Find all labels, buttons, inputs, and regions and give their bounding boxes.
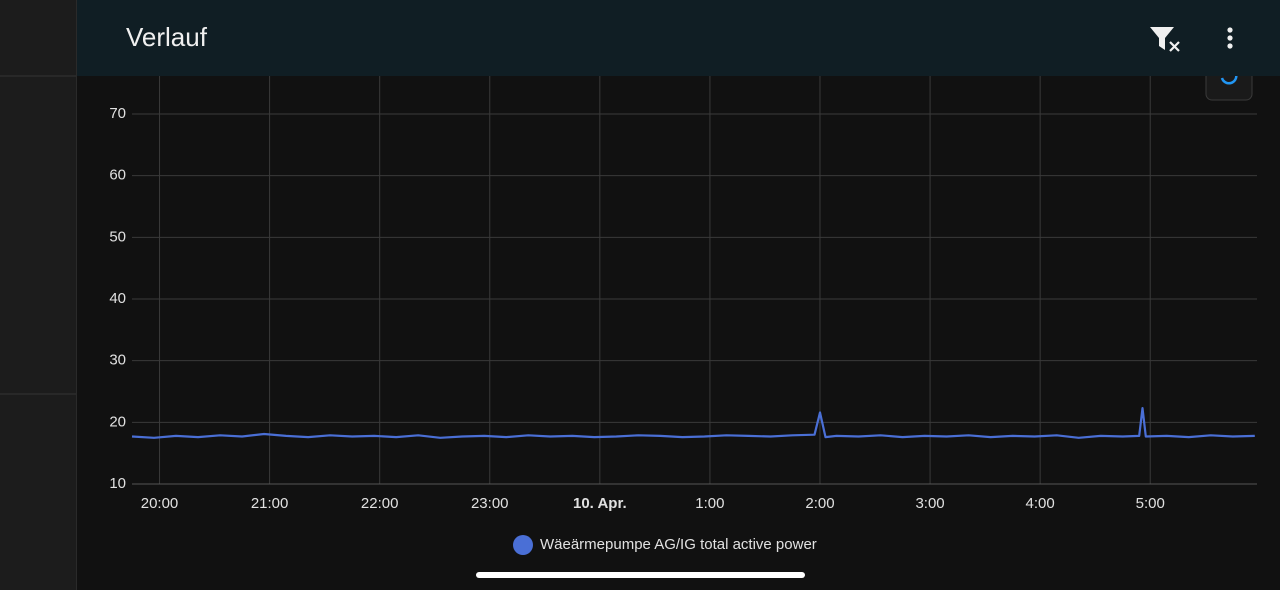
y-tick-label: 10 [109, 475, 126, 492]
clear-filter-icon[interactable] [1150, 27, 1180, 52]
plot: 10 20 30 40 50 60 70 20:00 21:00 22:00 23:00 10. Ap… [109, 76, 1257, 555]
x-tick-label: 10. Apr. [573, 495, 627, 512]
home-indicator [476, 572, 805, 578]
x-tick-label: 5:00 [1136, 495, 1165, 512]
x-tick-label: 2:00 [805, 495, 834, 512]
x-tick-label: 20:00 [141, 495, 179, 512]
y-tick-label: 30 [109, 352, 126, 369]
y-tick-label: 50 [109, 228, 126, 245]
x-tick-label: 4:00 [1026, 495, 1055, 512]
y-tick-label: 70 [109, 105, 126, 122]
y-tick-label: 20 [109, 413, 126, 430]
spinner [1220, 73, 1238, 85]
menu-icon[interactable] [1227, 27, 1233, 49]
app-header [77, 0, 1280, 76]
legend-marker [513, 535, 533, 555]
legend-label: Wäeärmepumpe AG/IG total active power [540, 536, 817, 553]
x-tick-label: 22:00 [361, 495, 399, 512]
header-title: Verlauf [126, 22, 208, 52]
x-tick-label: 3:00 [915, 495, 944, 512]
x-tick-label: 23:00 [471, 495, 509, 512]
y-tick-label: 60 [109, 167, 126, 184]
line-series [131, 407, 1255, 439]
y-tick-label: 40 [109, 290, 126, 307]
x-tick-label: 21:00 [251, 495, 289, 512]
x-tick-label: 1:00 [695, 495, 724, 512]
sidebar [0, 0, 76, 590]
